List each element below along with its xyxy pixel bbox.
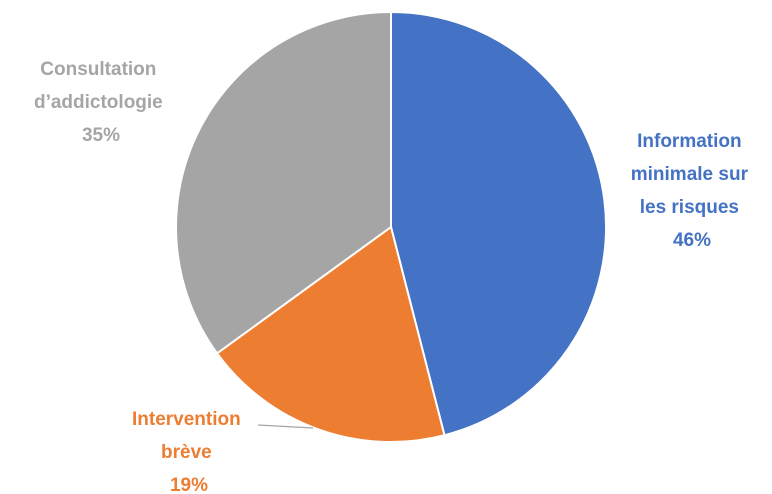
- slice-value-consultation: 35%: [82, 125, 120, 146]
- pie-slices: [175, 10, 607, 443]
- slice-label-consultation-line-2: d’addictologie: [34, 92, 163, 113]
- slice-value-intervention: 19%: [170, 475, 208, 494]
- slice-label-information: Information minimale sur les risques 46%: [631, 131, 754, 251]
- slice-label-intervention-line-2: brève: [161, 442, 212, 463]
- pie-slice-information: [390, 10, 607, 437]
- slice-value-information: 46%: [673, 230, 711, 251]
- slice-label-information-line-1: Information: [637, 131, 742, 152]
- intervention-breve-leader-line: [257, 424, 314, 429]
- pie-slice-consultation: [175, 10, 392, 355]
- slice-label-intervention-line-1: Intervention: [132, 409, 241, 430]
- slice-label-consultation-line-1: Consultation: [40, 59, 156, 80]
- slice-label-information-line-2: minimale sur: [631, 164, 749, 185]
- pie-slice-intervention: [215, 225, 446, 443]
- slice-label-consultation: Consultation d’addictologie 35%: [34, 59, 168, 146]
- slice-label-information-line-3: les risques: [640, 197, 739, 218]
- slice-label-intervention: Intervention brève 19%: [132, 409, 246, 494]
